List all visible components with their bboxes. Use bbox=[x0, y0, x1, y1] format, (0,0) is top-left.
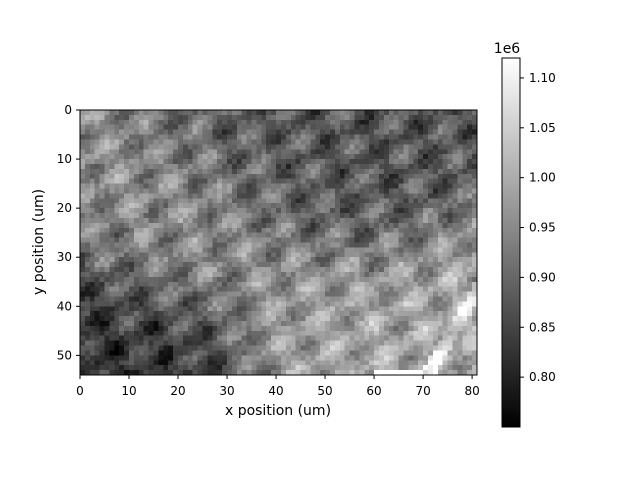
x-axis-label: x position (um) bbox=[225, 403, 331, 419]
y-tick-label: 10 bbox=[57, 152, 72, 166]
x-tick-label: 10 bbox=[121, 384, 136, 398]
colorbar-axis: 0.80 0.85 0.90 0.95 1.00 1.05 1.10 bbox=[520, 71, 556, 384]
x-tick-label: 50 bbox=[317, 384, 332, 398]
colorbar-tick-label: 0.90 bbox=[529, 270, 556, 284]
colorbar-tick-label: 0.80 bbox=[529, 370, 556, 384]
x-tick-label: 20 bbox=[170, 384, 185, 398]
y-tick-label: 30 bbox=[57, 250, 72, 264]
y-axis: 0 10 20 30 40 50 bbox=[57, 103, 80, 362]
y-axis-label: y position (um) bbox=[31, 189, 47, 295]
colorbar bbox=[501, 57, 521, 428]
colorbar-tick-label: 0.85 bbox=[529, 320, 556, 334]
x-tick-label: 70 bbox=[415, 384, 430, 398]
colorbar-tick-label: 1.00 bbox=[529, 171, 556, 185]
y-tick-label: 20 bbox=[57, 201, 72, 215]
heatmap-image-container bbox=[80, 110, 477, 375]
colorbar-tick-label: 0.95 bbox=[529, 221, 556, 235]
x-tick-label: 80 bbox=[464, 384, 479, 398]
y-tick-label: 50 bbox=[57, 348, 72, 362]
x-tick-label: 60 bbox=[366, 384, 381, 398]
x-axis: 0 10 20 30 40 50 60 70 80 bbox=[76, 375, 480, 398]
plot-frame bbox=[79, 109, 478, 376]
y-tick-label: 40 bbox=[57, 299, 72, 313]
x-tick-label: 0 bbox=[76, 384, 84, 398]
y-tick-label: 0 bbox=[64, 103, 72, 117]
colorbar-tick-label: 1.10 bbox=[529, 71, 556, 85]
x-tick-label: 30 bbox=[219, 384, 234, 398]
colorbar-multiplier-label: 1e6 bbox=[494, 41, 521, 57]
colorbar-tick-label: 1.05 bbox=[529, 121, 556, 135]
heatmap-canvas bbox=[80, 110, 477, 375]
x-tick-label: 40 bbox=[268, 384, 283, 398]
